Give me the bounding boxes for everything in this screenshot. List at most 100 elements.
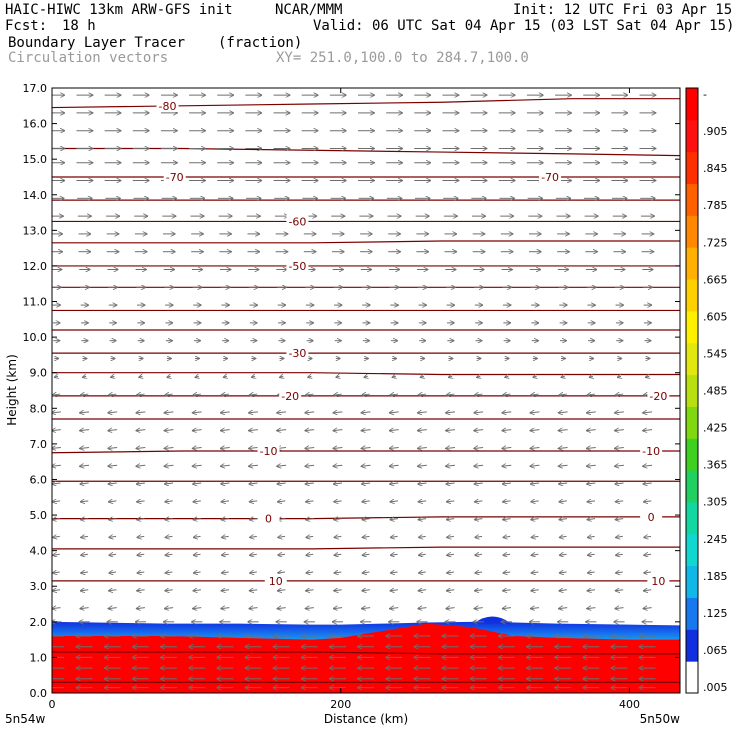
wind-vector [560,554,567,555]
colorbar-label: .845 [703,162,728,175]
wind-vector [249,465,258,466]
wind-vector [137,572,145,573]
wind-vector [53,554,60,555]
wind-vector [533,376,536,377]
wind-vector [616,590,624,591]
wind-vector [80,483,89,484]
y-tick-label: 14.0 [23,189,48,202]
wind-vector [559,501,567,502]
wind-vector [165,501,173,502]
wind-vector [80,447,90,448]
colorbar-label: .305 [703,496,728,509]
contour-label: -70 [541,171,559,184]
wind-vector [643,483,652,484]
plot-frame [51,87,681,694]
wind-vector [80,465,90,466]
wind-vector [390,430,399,431]
wind-vector [280,376,283,377]
temperature-contour [52,372,680,376]
wind-vector [587,430,596,431]
wind-vector [222,536,229,537]
temperature-contour [52,450,680,454]
temperature-contour [52,651,680,655]
wind-vector [109,394,117,395]
wind-vector [418,465,427,466]
wind-vector [249,412,258,413]
wind-vector [193,394,201,395]
wind-vector [52,430,61,431]
wind-vector [447,590,455,591]
wind-vector [305,430,315,431]
wind-vector [277,483,286,484]
wind-vector [474,483,483,484]
wind-vector [644,554,652,555]
wind-vector [137,536,145,537]
wind-vector [531,501,539,502]
wind-vector [250,394,258,395]
wind-vector [80,608,89,609]
wind-vector [52,412,61,413]
wind-vector [559,447,568,448]
wind-vector [503,519,511,520]
wind-vector [446,447,456,448]
wind-vector [618,376,621,377]
wind-vector [503,501,511,502]
colorbar-swatch [686,88,698,121]
contour-label-bg [647,388,670,402]
contour-label: 0 [648,511,655,524]
contour-label-bg [647,573,670,587]
wind-vector [305,412,315,413]
wind-vector [447,572,454,573]
wind-vector [390,465,399,466]
contour-label: -70 [166,171,184,184]
wind-vector [136,412,146,413]
wind-vector [588,536,595,537]
wind-vector [334,483,343,484]
contour-label-bg [257,444,280,457]
wind-vector [165,572,173,573]
wind-vector [250,554,257,555]
wind-vector [193,430,202,431]
wind-vector [530,430,540,431]
temperature-contour [52,98,680,109]
wind-vector [419,554,426,555]
wind-vector [587,608,596,609]
wind-vector [193,501,201,502]
wind-vector [503,536,511,537]
wind-vector [334,608,343,609]
cross-section-endpoints: XY= 251.0,100.0 to 284.7,100.0 [276,50,529,66]
wind-vector [531,394,539,395]
wind-vector [193,590,201,591]
wind-vector [277,465,287,466]
wind-vector [165,554,173,555]
wind-vector [52,483,61,484]
forecast-label: Fcst: [5,18,48,34]
wind-vector [165,590,173,591]
wind-vector [109,519,117,520]
colorbar-frame [685,87,699,694]
colorbar-swatch [686,119,698,153]
wind-vector [502,412,512,413]
y-tick-label: 15.0 [23,153,48,166]
wind-vector [390,394,399,395]
wind-vector [446,412,456,413]
y-tick-label: 6.0 [30,473,48,486]
wind-vector [503,483,511,484]
contour-label-bg [286,346,309,360]
wind-vector [193,412,202,413]
wind-vector [362,465,371,466]
tracer-plume-cap [473,616,512,624]
wind-vector [137,394,145,395]
wind-vector [447,519,455,520]
wind-vector [250,536,257,537]
contour-label: 10 [269,575,283,588]
wind-vector [419,572,426,573]
contour-label-bg [264,573,287,587]
contour-label-bg [539,169,562,183]
y-tick-label: 12.0 [23,260,48,273]
wind-vector [503,394,511,395]
wind-vector [588,572,595,573]
wind-vector [164,430,174,431]
colorbar-swatch [686,470,698,503]
colorbar-label: .785 [703,199,728,212]
